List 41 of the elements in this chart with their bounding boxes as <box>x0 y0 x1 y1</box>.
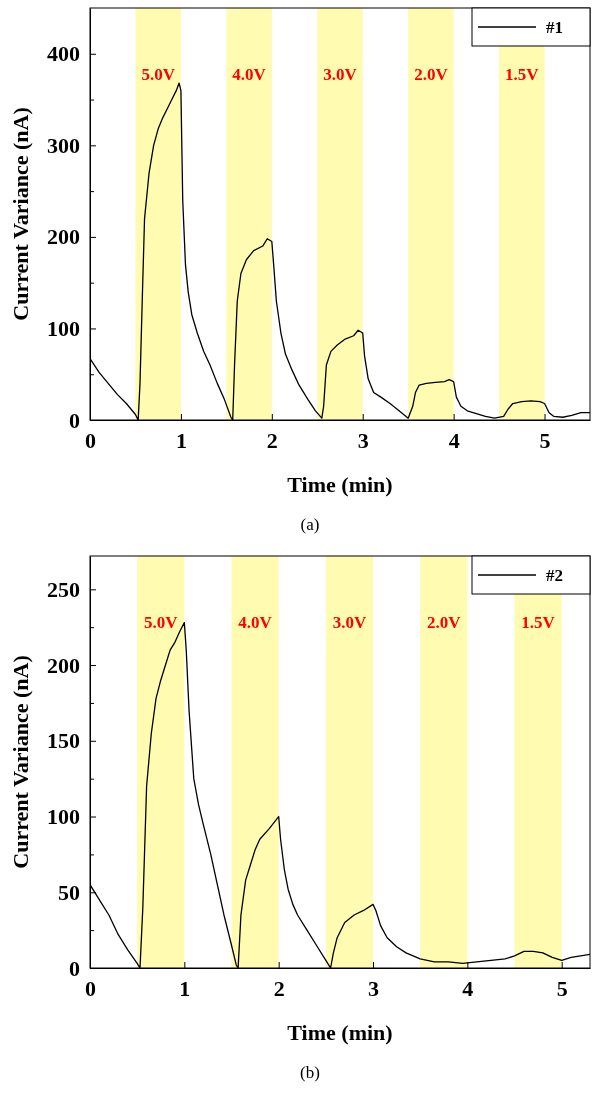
x-tick-label: 4 <box>462 975 474 1001</box>
band-label: 3.0V <box>323 65 358 84</box>
y-tick-label: 400 <box>47 41 80 67</box>
x-tick-label: 5 <box>556 975 568 1001</box>
y-tick-label: 0 <box>69 407 80 433</box>
x-tick-label: 3 <box>368 975 380 1001</box>
x-tick-label: 2 <box>273 975 285 1001</box>
y-tick-label: 200 <box>47 652 80 678</box>
band-label: 1.5V <box>521 613 556 632</box>
y-axis-title: Current Variance (nA) <box>8 107 33 321</box>
x-axis-title: Time (min) <box>287 1020 393 1045</box>
x-tick-label: 5 <box>539 427 551 453</box>
text: (b) <box>300 1063 320 1082</box>
y-tick-label: 200 <box>47 224 80 250</box>
x-tick-label: 0 <box>85 975 96 1001</box>
x-axis-title: Time (min) <box>287 472 393 497</box>
x-tick-label: 0 <box>85 427 96 453</box>
y-tick-label: 250 <box>47 576 80 602</box>
x-tick-label: 1 <box>179 975 191 1001</box>
x-tick-label: 3 <box>357 427 369 453</box>
y-tick-label: 300 <box>47 132 80 158</box>
legend-label: #1 <box>546 18 563 37</box>
legend-label: #2 <box>546 566 563 585</box>
band-label: 5.0V <box>143 613 179 632</box>
band-label: 2.0V <box>427 613 462 632</box>
x-tick-label: 4 <box>448 427 460 453</box>
x-tick-label: 1 <box>175 427 187 453</box>
band-label: 2.0V <box>414 65 449 84</box>
y-tick-label: 50 <box>58 879 80 905</box>
band-label: 1.5V <box>505 65 540 84</box>
band-label: 4.0V <box>238 613 273 632</box>
band-label: 3.0V <box>332 613 367 632</box>
y-axis-title: Current Variance (nA) <box>8 655 33 869</box>
x-tick-label: 2 <box>266 427 278 453</box>
y-tick-label: 100 <box>47 315 80 341</box>
y-tick-label: 0 <box>69 955 80 981</box>
y-tick-label: 150 <box>47 728 80 754</box>
band-label: 4.0V <box>232 65 267 84</box>
band-label: 5.0V <box>141 65 176 84</box>
text: (a) <box>300 515 320 534</box>
y-tick-label: 100 <box>47 804 80 830</box>
